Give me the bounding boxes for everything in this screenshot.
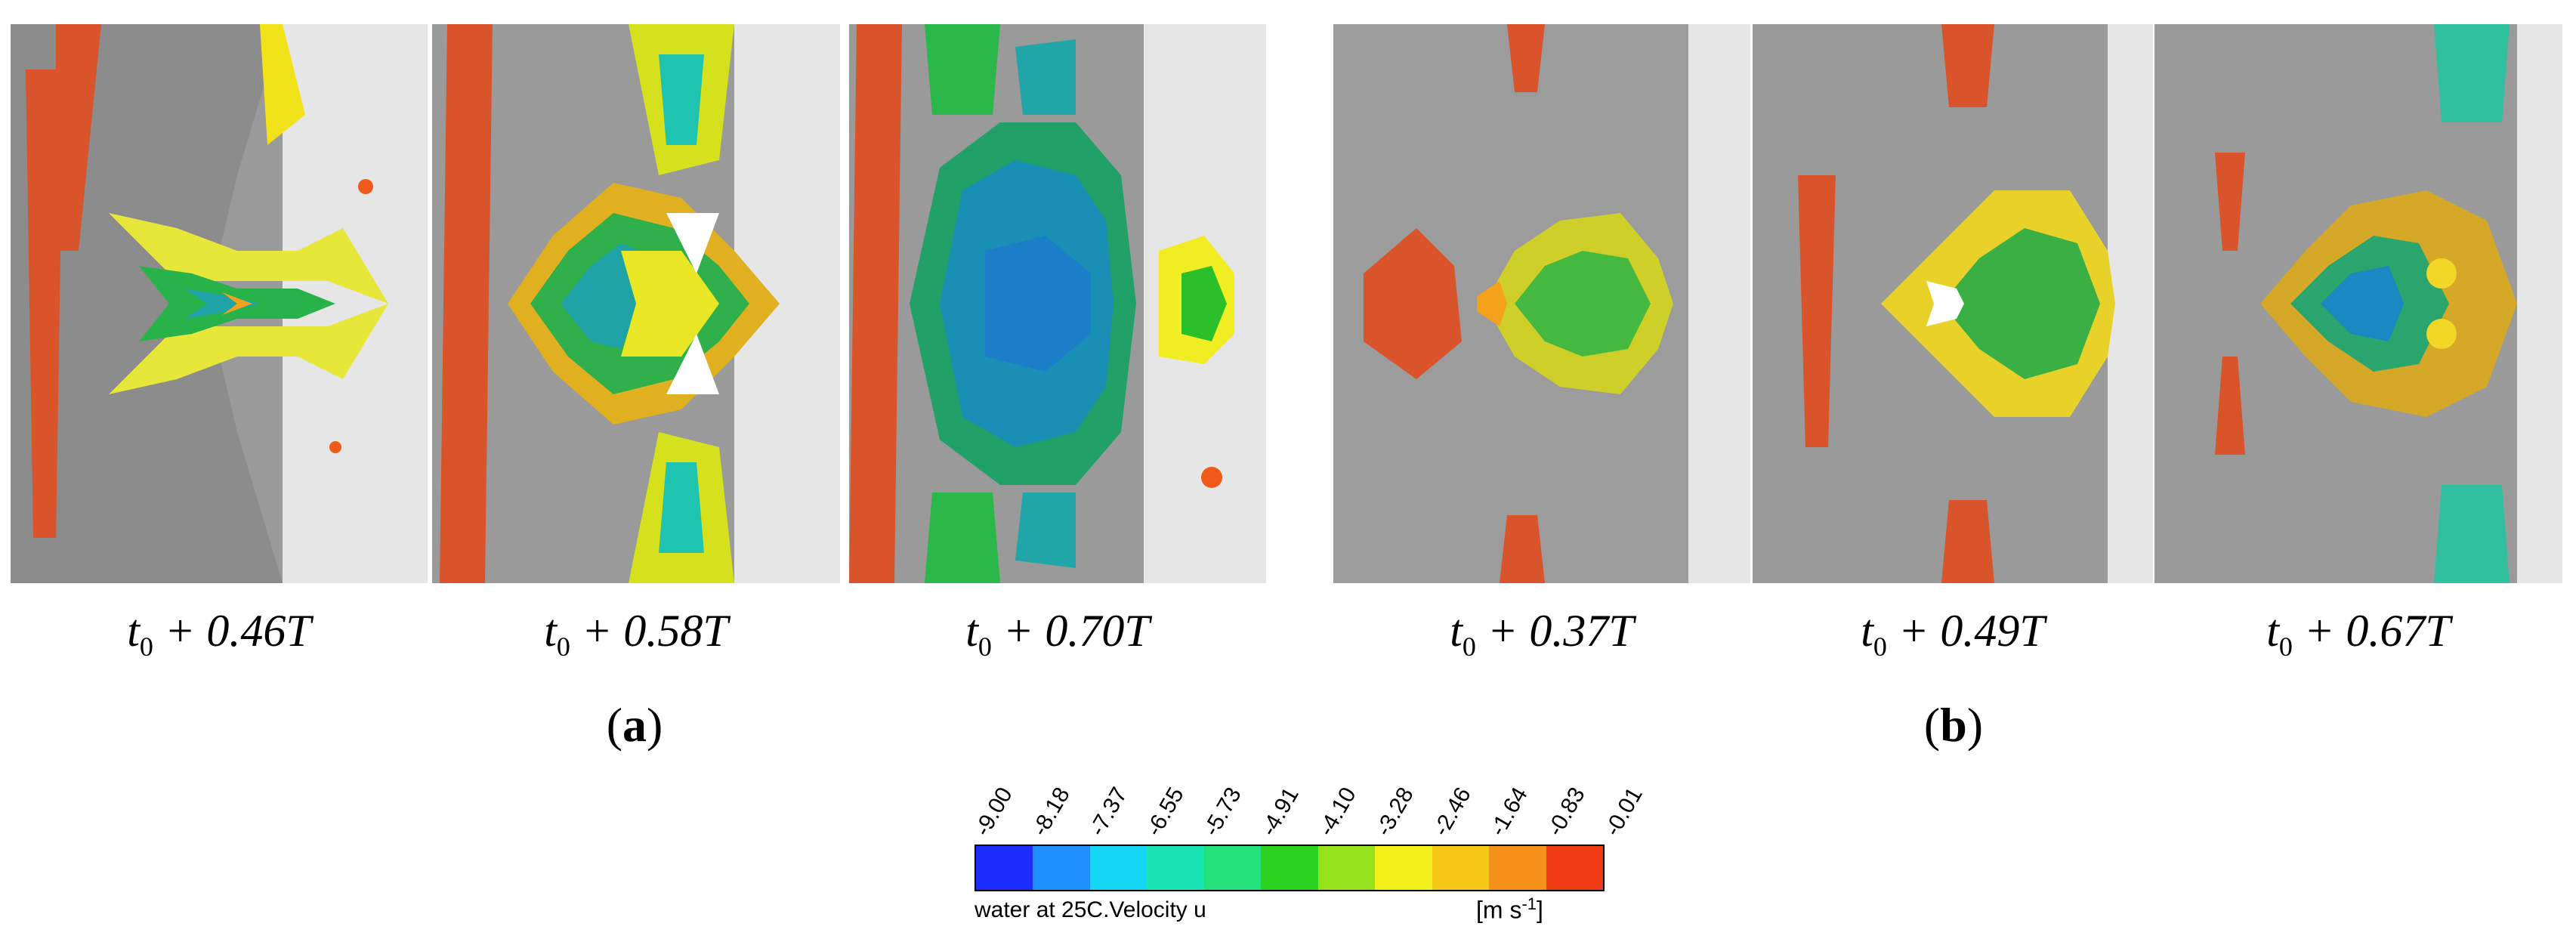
legend-swatch <box>1546 846 1603 890</box>
legend-swatch <box>1432 846 1490 890</box>
legend-tick-label: -0.83 <box>1543 783 1590 841</box>
panel-b3 <box>2154 24 2562 583</box>
panel-b1 <box>1333 24 1750 583</box>
color-legend: -9.00 -8.18 -7.37 -6.55 -5.73 -4.91 -4.10 -3.28… <box>970 755 1648 944</box>
legend-tick-label: -5.73 <box>1199 783 1247 841</box>
legend-tick-label: -3.28 <box>1370 783 1419 841</box>
caption-a3: t0 + 0.70T <box>965 606 1150 662</box>
legend-unit: [m s-1] <box>1476 894 1543 924</box>
legend-swatch <box>1147 846 1204 890</box>
legend-title: water at 25C.Velocity u <box>974 897 1206 922</box>
flow-field-a3 <box>849 24 1266 583</box>
legend-swatch <box>1489 846 1546 890</box>
legend-swatch <box>976 846 1033 890</box>
panel-b2 <box>1753 24 2153 583</box>
legend-tick-label: -6.55 <box>1141 783 1190 841</box>
legend-swatch <box>1375 846 1432 890</box>
legend-tick-label: -0.01 <box>1600 783 1648 841</box>
legend-tick-label: -7.37 <box>1084 783 1132 841</box>
legend-tick-label: -9.00 <box>970 783 1018 841</box>
caption-b3: t0 + 0.67T <box>2266 606 2451 662</box>
legend-tick-label: -4.10 <box>1313 783 1361 841</box>
panel-a1 <box>11 24 428 583</box>
legend-ticks: -9.00 -8.18 -7.37 -6.55 -5.73 -4.91 -4.10 -3.28… <box>970 755 1648 845</box>
caption-b1: t0 + 0.37T <box>1450 606 1634 662</box>
panel-a2 <box>432 24 840 583</box>
group-label-b: (b) <box>1923 698 1984 752</box>
legend-tick-label: -4.91 <box>1256 783 1304 841</box>
legend-tick-label: -1.64 <box>1485 783 1534 841</box>
flow-field-b3 <box>2154 24 2562 583</box>
flow-field-a1 <box>11 24 428 583</box>
legend-tick-label: -2.46 <box>1428 783 1476 841</box>
legend-swatch <box>1033 846 1090 890</box>
flow-field-b2 <box>1753 24 2153 583</box>
caption-a2: t0 + 0.58T <box>544 606 728 662</box>
legend-swatch <box>1317 846 1376 890</box>
group-label-a: (a) <box>606 698 663 752</box>
caption-b2: t0 + 0.49T <box>1861 606 2045 662</box>
flow-field-b1 <box>1333 24 1750 583</box>
flow-field-a2 <box>432 24 840 583</box>
panel-a3 <box>849 24 1266 583</box>
caption-a1: t0 + 0.46T <box>127 606 311 662</box>
legend-tick-label: -8.18 <box>1027 783 1075 841</box>
legend-color-bar <box>974 845 1605 891</box>
legend-swatch <box>1089 846 1147 890</box>
legend-swatch <box>1203 846 1262 890</box>
legend-swatch <box>1261 846 1318 890</box>
